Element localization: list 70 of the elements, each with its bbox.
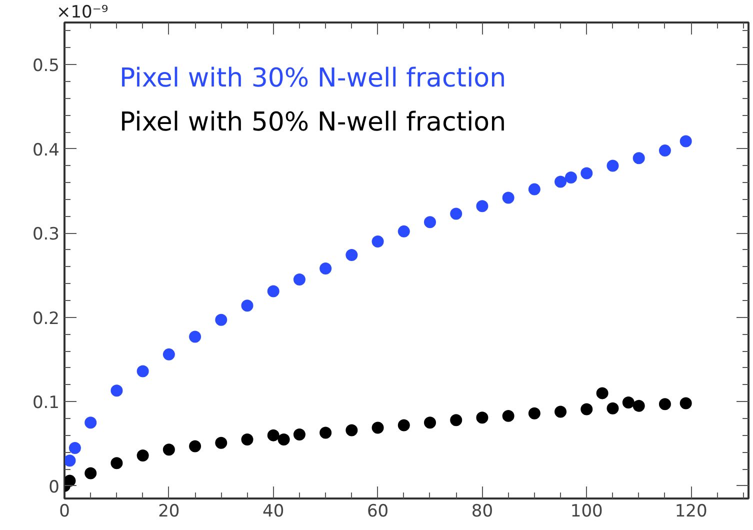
point (241, 300, 254, 312)
point (267, 429, 280, 442)
text: Pixel with 30% N-well fraction (120, 64, 506, 94)
x-tick-label: 40 (262, 502, 284, 522)
point (580, 167, 593, 180)
point (528, 407, 540, 420)
point (580, 403, 593, 416)
point (680, 135, 692, 148)
point (476, 412, 488, 424)
point (64, 454, 76, 467)
point (84, 467, 97, 480)
point (241, 434, 254, 446)
y-tick-label: 0.4 (32, 140, 60, 160)
x-tick-label: 80 (471, 502, 494, 522)
point (136, 365, 149, 378)
point (346, 249, 358, 262)
text: Pixel with 50% N-well fraction (120, 108, 506, 138)
point (372, 422, 384, 434)
point (320, 426, 332, 439)
point (502, 192, 514, 204)
y-tick-label: 0.2 (32, 308, 60, 329)
point (215, 314, 228, 326)
point (162, 348, 175, 360)
point (476, 200, 488, 212)
y-tick-label: 0.5 (32, 56, 60, 76)
point (110, 384, 123, 397)
point (632, 152, 645, 164)
point (528, 183, 540, 196)
annotation: ×10⁻⁹ (56, 2, 108, 22)
point (136, 450, 149, 462)
point (278, 434, 290, 446)
point (424, 216, 436, 228)
point (564, 172, 577, 184)
point (372, 236, 384, 248)
point (622, 396, 634, 408)
point (189, 330, 202, 343)
point (632, 400, 645, 412)
point (606, 402, 619, 414)
point (398, 419, 410, 432)
point (215, 436, 228, 449)
point (502, 410, 514, 422)
x-tick-label: 120 (674, 502, 708, 522)
y-tick-label: 0 (48, 477, 60, 498)
point (554, 406, 567, 418)
point (424, 416, 436, 429)
point (293, 428, 306, 440)
point (267, 285, 280, 298)
point (110, 457, 123, 470)
point (606, 160, 619, 172)
point (346, 424, 358, 436)
x-tick-label: 20 (158, 502, 180, 522)
point (398, 225, 410, 238)
point (320, 262, 332, 274)
x-tick-label: 100 (570, 502, 603, 522)
point (84, 416, 97, 429)
point (680, 397, 692, 410)
point (554, 176, 567, 188)
point (64, 474, 76, 487)
point (450, 208, 462, 220)
point (596, 387, 608, 400)
y-tick-label: 0.3 (32, 224, 60, 245)
point (189, 440, 202, 452)
y-tick-label: 0.1 (32, 393, 60, 414)
point (450, 414, 462, 426)
point (162, 444, 175, 456)
point (68, 442, 81, 454)
point (293, 273, 306, 286)
x-tick-label: 60 (366, 502, 389, 522)
point (658, 144, 671, 157)
point (658, 398, 671, 410)
